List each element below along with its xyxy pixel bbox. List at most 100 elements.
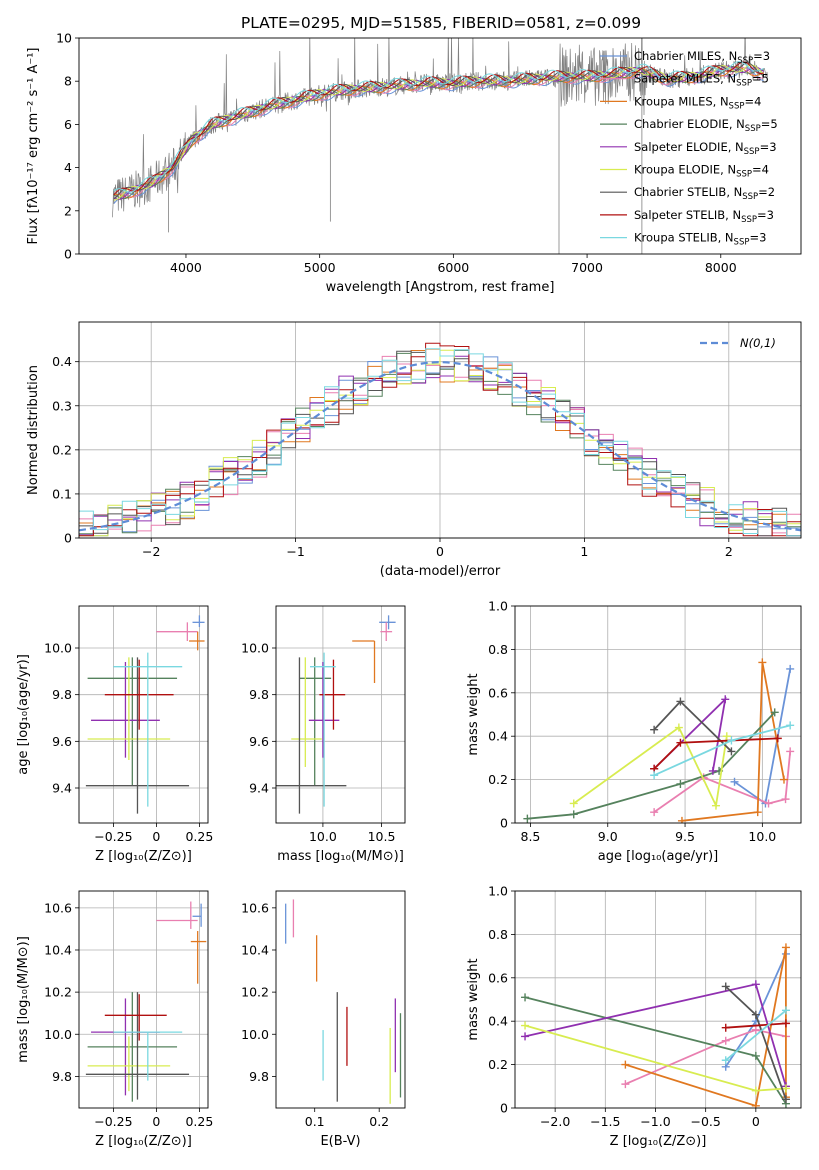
weight-marker-chabrier_stelib: [721, 982, 730, 991]
x-tick-label: −1.0: [640, 1114, 670, 1129]
weight-marker-kroupa_stelib: [650, 771, 659, 780]
weight-marker-kroupa_stelib: [786, 721, 795, 730]
x-tick-label: 10.5: [368, 829, 396, 844]
y-tick-label: 10.4: [241, 942, 269, 957]
weight-marker-salpeter_stelib: [676, 738, 685, 747]
weight-marker-chabrier_stelib: [676, 697, 685, 706]
legend-tail: =3: [757, 208, 774, 222]
y-tick-label: 9.8: [52, 687, 72, 702]
y-tick-label: 9.4: [249, 781, 269, 796]
y-tick-label: 0.6: [488, 970, 508, 985]
axes-frame: [78, 37, 802, 255]
weight-marker-chabrier_miles: [730, 777, 739, 786]
panel-spectrum: 4000 5000 6000 7000 8000 0 2 4 6 8 10 wavelength [A…: [26, 31, 802, 295]
legend-sub: SSP: [729, 101, 745, 111]
y-axis-label: mass weight: [466, 673, 481, 755]
x-axis-label: (data-model)/error: [380, 564, 501, 579]
y-tick-label: 0.2: [488, 1057, 508, 1072]
legend-tail: =5: [752, 72, 769, 86]
legend-sub: SSP: [736, 79, 752, 89]
legend-label-salpeter_miles: Salpeter MILES, NSSP=5: [634, 72, 769, 89]
plot-area: [523, 658, 795, 823]
y-tick-label: 0.4: [488, 729, 508, 744]
y-tick-label: 10.4: [44, 942, 72, 957]
legend-sub: SSP: [742, 192, 758, 202]
legend-sub: SSP: [734, 238, 750, 248]
x-tick-label: 9.5: [675, 829, 695, 844]
weight-marker-kroupa_stelib: [781, 1006, 790, 1015]
weight-marker-chabrier_elodie: [751, 1051, 760, 1060]
legend-tail: =5: [761, 117, 778, 131]
weight-marker-salpeter_elodie: [721, 695, 730, 704]
x-tick-label: 4000: [170, 260, 202, 275]
x-tick-label: 0.1: [305, 1114, 325, 1129]
x-tick-label: 8.5: [521, 829, 541, 844]
x-tick-label: −1.5: [590, 1114, 620, 1129]
plot-area: [521, 943, 790, 1108]
legend-sub: SSP: [744, 147, 760, 157]
weight-marker-kroupa_miles: [751, 1101, 760, 1108]
legend-label-chabrier_stelib: Chabrier STELIB, NSSP=2: [634, 185, 775, 202]
panel-age_vs_mass: 10.0 10.5 9.4 9.6 9.8 10.0 mass [log₁₀(M/M⊙)]: [241, 605, 406, 864]
y-tick-label: 0: [64, 247, 72, 262]
y-tick-label: 9.6: [52, 734, 72, 749]
y-tick-label: 10.2: [44, 985, 72, 1000]
histogram-kroupa_stelib: [79, 348, 801, 537]
histogram-kroupa_miles: [79, 348, 801, 537]
legend-tail: =4: [744, 94, 761, 108]
weight-marker-chabrier_stelib: [751, 1010, 760, 1019]
y-tick-label: 0.8: [488, 642, 508, 657]
weight-marker-salpeter_miles: [751, 1025, 760, 1034]
x-tick-label: 0: [752, 1114, 760, 1129]
weight-line-kroupa_stelib: [725, 1009, 787, 1061]
axes-frame: [78, 605, 209, 824]
plot-area: [85, 615, 205, 814]
y-tick-label: 10.0: [241, 1027, 269, 1042]
y-tick-label: 0.4: [52, 354, 72, 369]
x-axis-label: Z [log₁₀(Z/Z⊙)]: [610, 1134, 707, 1149]
y-tick-label: 0.1: [52, 486, 72, 501]
x-tick-label: 10.0: [748, 829, 776, 844]
x-axis-label: Z [log₁₀(Z/Z⊙)]: [95, 1134, 192, 1149]
normal-curve: [79, 360, 801, 532]
residuals-legend: N(0,1): [700, 336, 776, 350]
x-axis-label: Z [log₁₀(Z/Z⊙)]: [95, 849, 192, 864]
legend-sub: SSP: [736, 170, 752, 180]
weight-marker-kroupa_elodie: [711, 801, 720, 810]
x-tick-label: 5000: [304, 260, 336, 275]
y-tick-label: 0.2: [488, 772, 508, 787]
plot-area: [285, 899, 402, 1104]
legend-label-salpeter_stelib: Salpeter STELIB, NSSP=3: [634, 208, 774, 225]
legend-tail: =3: [760, 140, 777, 154]
x-tick-label: 6000: [437, 260, 469, 275]
x-axis-label: E(B-V): [320, 1134, 360, 1149]
legend-tail: =3: [749, 231, 766, 245]
axes-frame: [514, 890, 802, 1109]
y-axis-label: Normed distribution: [26, 365, 41, 495]
weight-marker-chabrier_elodie: [676, 779, 685, 788]
y-tick-label: 10.0: [44, 641, 72, 656]
y-tick-label: 0: [500, 816, 508, 831]
y-tick-label: 9.4: [52, 781, 72, 796]
y-tick-label: 8: [64, 74, 72, 89]
x-tick-label: −1: [286, 544, 304, 559]
weight-line-chabrier_elodie: [527, 711, 776, 820]
legend-sub: SSP: [745, 124, 761, 134]
legend-tail: =3: [753, 49, 770, 63]
weight-line-kroupa_elodie: [573, 726, 728, 809]
y-tick-label: 0: [500, 1101, 508, 1116]
weight-marker-chabrier_stelib: [650, 725, 659, 734]
weight-marker-kroupa_miles: [779, 775, 788, 784]
weight-marker-kroupa_miles: [621, 1060, 630, 1069]
y-tick-label: 0: [64, 531, 72, 546]
y-tick-label: 0.4: [488, 1014, 508, 1029]
weight-marker-salpeter_stelib: [721, 1023, 730, 1032]
legend-tail: =4: [752, 163, 769, 177]
legend-label-normal: N(0,1): [740, 336, 776, 350]
legend-label-kroupa_stelib: Kroupa STELIB, NSSP=3: [634, 231, 766, 248]
y-tick-label: 2: [64, 203, 72, 218]
legend-label-kroupa_miles: Kroupa MILES, NSSP=4: [634, 94, 761, 111]
x-axis-label: age [log₁₀(age/yr)]: [598, 849, 719, 864]
x-axis-label: mass [log₁₀(M/M⊙)]: [277, 849, 404, 864]
